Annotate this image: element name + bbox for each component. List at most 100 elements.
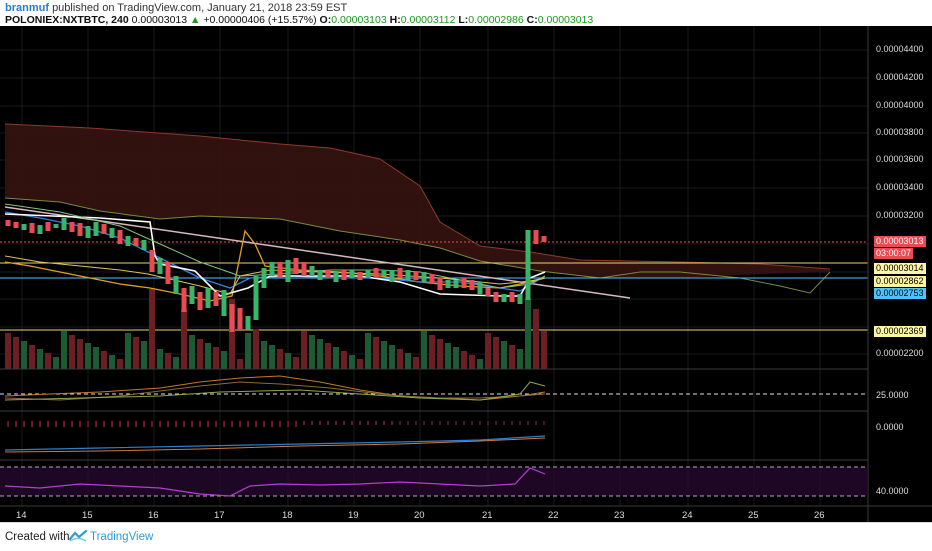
volume-bar bbox=[237, 359, 243, 369]
candle[interactable] bbox=[381, 270, 387, 276]
candle[interactable] bbox=[37, 225, 43, 234]
candle[interactable] bbox=[173, 276, 179, 294]
candle[interactable] bbox=[13, 222, 19, 228]
author-link[interactable]: branmuf bbox=[5, 2, 49, 14]
candle[interactable] bbox=[541, 236, 547, 242]
candle[interactable] bbox=[445, 280, 451, 288]
candle[interactable] bbox=[349, 270, 355, 278]
candle[interactable] bbox=[149, 250, 155, 272]
candle[interactable] bbox=[157, 258, 163, 274]
candle[interactable] bbox=[205, 288, 211, 308]
candle[interactable] bbox=[509, 292, 515, 302]
candle[interactable] bbox=[53, 224, 59, 228]
candle[interactable] bbox=[229, 304, 235, 332]
candle[interactable] bbox=[501, 294, 507, 302]
candle[interactable] bbox=[333, 272, 339, 282]
candle[interactable] bbox=[101, 224, 107, 234]
candle[interactable] bbox=[93, 222, 99, 236]
candle[interactable] bbox=[285, 260, 291, 282]
candle[interactable] bbox=[197, 292, 203, 310]
volume-bar bbox=[117, 359, 123, 369]
candle[interactable] bbox=[301, 262, 307, 276]
volume-bar bbox=[541, 331, 547, 369]
candle[interactable] bbox=[141, 240, 147, 250]
volume-bar bbox=[85, 343, 91, 369]
candle[interactable] bbox=[317, 270, 323, 280]
price-tick-label: 0.00003200 bbox=[876, 210, 924, 220]
candle[interactable] bbox=[517, 294, 523, 304]
price-tick-label: 0.00003400 bbox=[876, 182, 924, 192]
candle[interactable] bbox=[325, 270, 331, 278]
candle[interactable] bbox=[421, 272, 427, 282]
candle[interactable] bbox=[269, 262, 275, 276]
price-tag: 03:00:07 bbox=[874, 248, 914, 259]
candle[interactable] bbox=[453, 280, 459, 288]
candle[interactable] bbox=[477, 282, 483, 294]
candle[interactable] bbox=[461, 278, 467, 288]
pane1-value: 25.0000 bbox=[876, 390, 909, 400]
candle[interactable] bbox=[77, 223, 83, 236]
candle[interactable] bbox=[221, 290, 227, 316]
candle[interactable] bbox=[213, 292, 219, 306]
candle[interactable] bbox=[5, 220, 11, 226]
candle[interactable] bbox=[109, 228, 115, 238]
volume-bar bbox=[165, 353, 171, 369]
candle[interactable] bbox=[397, 268, 403, 278]
price-tick-label: 0.00002200 bbox=[876, 348, 924, 358]
candle[interactable] bbox=[181, 288, 187, 312]
chart-canvas[interactable]: 0.00004400 0.00004200 0.00004000 0.00003800… bbox=[0, 26, 932, 522]
candle[interactable] bbox=[245, 316, 251, 330]
candle[interactable] bbox=[237, 308, 243, 330]
candle[interactable] bbox=[85, 226, 91, 238]
candlesticks[interactable] bbox=[5, 218, 547, 332]
candle[interactable] bbox=[469, 280, 475, 290]
candle[interactable] bbox=[429, 274, 435, 284]
candle[interactable] bbox=[189, 286, 195, 304]
candle[interactable] bbox=[277, 262, 283, 278]
candle[interactable] bbox=[493, 292, 499, 302]
candle[interactable] bbox=[405, 270, 411, 280]
candle[interactable] bbox=[261, 268, 267, 288]
volume-bar bbox=[93, 347, 99, 369]
candle[interactable] bbox=[29, 223, 35, 233]
candle[interactable] bbox=[413, 272, 419, 280]
candle[interactable] bbox=[125, 236, 131, 246]
candle[interactable] bbox=[341, 270, 347, 280]
pane1-green bbox=[4, 381, 546, 401]
candle[interactable] bbox=[45, 222, 51, 231]
volume-bar bbox=[173, 357, 179, 369]
candle[interactable] bbox=[365, 270, 371, 278]
candle[interactable] bbox=[389, 270, 395, 282]
candle[interactable] bbox=[373, 268, 379, 278]
candle[interactable] bbox=[253, 276, 259, 320]
volume-bar bbox=[205, 343, 211, 369]
candle[interactable] bbox=[525, 230, 531, 300]
candle[interactable] bbox=[61, 218, 67, 230]
volume-bar bbox=[197, 339, 203, 369]
volume-bar bbox=[525, 299, 531, 369]
candle[interactable] bbox=[293, 258, 299, 274]
volume-bar bbox=[317, 339, 323, 369]
candle[interactable] bbox=[165, 262, 171, 284]
candle[interactable] bbox=[533, 230, 539, 244]
symbol-label[interactable]: POLONIEX:NXTBTC, 240 bbox=[5, 14, 129, 26]
candle[interactable] bbox=[357, 272, 363, 280]
volume-bar bbox=[29, 345, 35, 369]
up-arrow-icon: ▲ bbox=[190, 14, 201, 26]
candle[interactable] bbox=[21, 224, 27, 230]
chart-svg[interactable] bbox=[0, 26, 932, 522]
volume-bar bbox=[397, 349, 403, 369]
candle[interactable] bbox=[485, 288, 491, 296]
candle[interactable] bbox=[133, 238, 139, 246]
volume-bar bbox=[341, 351, 347, 369]
volume-bar bbox=[77, 339, 83, 369]
candle[interactable] bbox=[69, 222, 75, 232]
candle[interactable] bbox=[117, 230, 123, 244]
tradingview-brand-link[interactable]: TradingView bbox=[90, 531, 154, 543]
time-label: 15 bbox=[82, 510, 93, 521]
volume-bar bbox=[349, 355, 355, 369]
created-with-label: Created with bbox=[5, 531, 70, 543]
candle[interactable] bbox=[437, 278, 443, 290]
volume-bar bbox=[213, 347, 219, 369]
candle[interactable] bbox=[309, 266, 315, 276]
